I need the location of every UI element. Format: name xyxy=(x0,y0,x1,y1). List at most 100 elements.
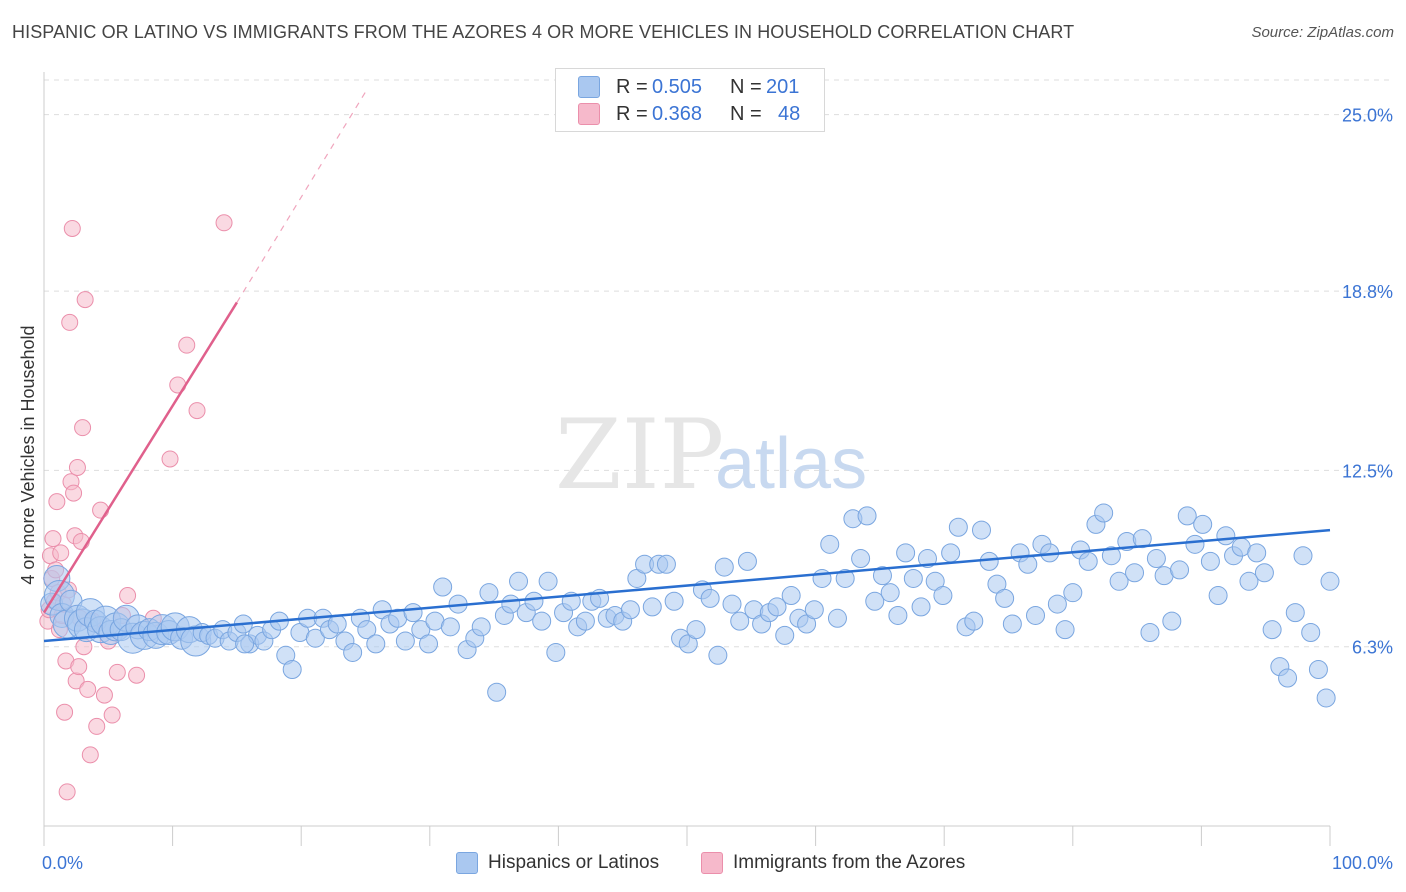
data-point-hispanic xyxy=(827,608,847,628)
data-point-hispanic xyxy=(714,557,734,577)
data-point-hispanic xyxy=(1170,560,1190,580)
data-point-hispanic xyxy=(857,506,877,526)
data-point-hispanic xyxy=(433,577,453,597)
data-point-hispanic xyxy=(700,588,720,608)
data-point-hispanic xyxy=(1316,688,1336,708)
data-point-azores xyxy=(52,544,70,562)
y-tick-label: 18.8% xyxy=(1342,282,1393,302)
data-point-azores xyxy=(108,663,126,681)
legend-r-label: R = xyxy=(616,75,648,98)
data-point-hispanic xyxy=(917,549,937,569)
y-axis-label: 4 or more Vehicles in Household xyxy=(18,325,38,584)
data-point-hispanic xyxy=(357,620,377,640)
data-point-hispanic xyxy=(1109,571,1129,591)
data-point-hispanic xyxy=(851,549,871,569)
legend-n-label: N = xyxy=(730,102,762,125)
watermark-zip: ZIP xyxy=(555,399,724,511)
data-point-azores xyxy=(95,686,113,704)
data-point-azores xyxy=(48,493,66,511)
data-point-hispanic xyxy=(1239,571,1259,591)
data-point-hispanic xyxy=(896,543,916,563)
data-point-hispanic xyxy=(664,591,684,611)
data-point-hispanic xyxy=(546,642,566,662)
data-point-hispanic xyxy=(1132,529,1152,549)
data-point-hispanic xyxy=(880,583,900,603)
data-point-hispanic xyxy=(1162,611,1182,631)
data-point-hispanic xyxy=(1185,534,1205,554)
legend-r-value: 0.505 xyxy=(652,75,703,98)
data-point-hispanic xyxy=(708,645,728,665)
data-point-hispanic xyxy=(575,611,595,631)
data-point-hispanic xyxy=(979,551,999,571)
data-point-hispanic xyxy=(872,566,892,586)
y-tick-label: 25.0% xyxy=(1342,106,1393,126)
data-point-hispanic xyxy=(737,551,757,571)
data-point-hispanic xyxy=(1301,623,1321,643)
data-point-hispanic xyxy=(1254,563,1274,583)
data-point-hispanic xyxy=(1055,620,1075,640)
trendline-hispanic xyxy=(43,528,1331,643)
trend-lines xyxy=(42,91,1331,643)
data-point-hispanic xyxy=(419,634,439,654)
data-point-azores xyxy=(161,450,179,468)
data-point-azores xyxy=(56,703,74,721)
trendline-azores-extension xyxy=(236,91,367,303)
data-point-azores xyxy=(92,501,110,519)
legend-row-hispanic: R = 0.505 N = 201 xyxy=(578,74,799,100)
legend-n-label: N = xyxy=(730,75,762,98)
data-point-azores xyxy=(188,402,206,420)
data-point-hispanic xyxy=(1208,586,1228,606)
data-point-hispanic xyxy=(532,611,552,631)
data-point-azores xyxy=(178,336,196,354)
data-point-hispanic xyxy=(1308,660,1328,680)
legend-row-azores: R = 0.368 N = 48 xyxy=(578,101,800,127)
data-point-hispanic xyxy=(305,628,325,648)
data-point-hispanic xyxy=(1094,503,1114,523)
data-point-hispanic xyxy=(1285,603,1305,623)
legend-series: Hispanics or Latinos Immigrants from the… xyxy=(0,852,1406,878)
data-point-hispanic xyxy=(620,600,640,620)
data-point-hispanic xyxy=(1063,583,1083,603)
data-point-hispanic xyxy=(1193,514,1213,534)
source-label: Source: ZipAtlas.com xyxy=(1251,24,1394,41)
data-point-hispanic xyxy=(395,631,415,651)
legend-label: Hispanics or Latinos xyxy=(488,852,660,873)
legend-n-value: 48 xyxy=(778,102,801,125)
data-point-hispanic xyxy=(1047,594,1067,614)
data-point-hispanic xyxy=(1125,563,1145,583)
data-point-hispanic xyxy=(995,588,1015,608)
data-point-azores xyxy=(81,746,99,764)
legend-item-azores[interactable]: Immigrants from the Azores xyxy=(701,852,965,874)
series-hispanic-points xyxy=(40,503,1340,708)
data-point-hispanic xyxy=(282,660,302,680)
data-point-azores xyxy=(65,484,83,502)
watermark: ZIP atlas xyxy=(555,399,867,511)
data-point-azores xyxy=(68,458,86,476)
legend-r-value: 0.368 xyxy=(652,102,703,125)
data-point-hispanic xyxy=(804,600,824,620)
legend-item-hispanic[interactable]: Hispanics or Latinos xyxy=(456,852,659,874)
data-point-hispanic xyxy=(948,517,968,537)
x-tick-label: 100.0% xyxy=(1332,853,1393,873)
data-point-azores xyxy=(70,658,88,676)
data-point-azores xyxy=(76,291,94,309)
legend-r-label: R = xyxy=(616,102,648,125)
data-point-hispanic xyxy=(1146,549,1166,569)
data-point-hispanic xyxy=(964,611,984,631)
data-point-hispanic xyxy=(403,603,423,623)
data-point-azores xyxy=(79,680,97,698)
data-point-hispanic xyxy=(865,591,885,611)
watermark-atlas: atlas xyxy=(715,424,867,504)
series-azores-points xyxy=(39,214,233,801)
data-point-hispanic xyxy=(781,586,801,606)
data-point-azores xyxy=(119,587,137,605)
data-point-hispanic xyxy=(538,571,558,591)
data-point-hispanic xyxy=(941,543,961,563)
data-point-hispanic xyxy=(509,571,529,591)
data-point-hispanic xyxy=(1026,605,1046,625)
trendline-azores xyxy=(42,301,238,614)
data-point-hispanic xyxy=(1320,571,1340,591)
data-point-hispanic xyxy=(235,634,255,654)
data-point-hispanic xyxy=(820,534,840,554)
